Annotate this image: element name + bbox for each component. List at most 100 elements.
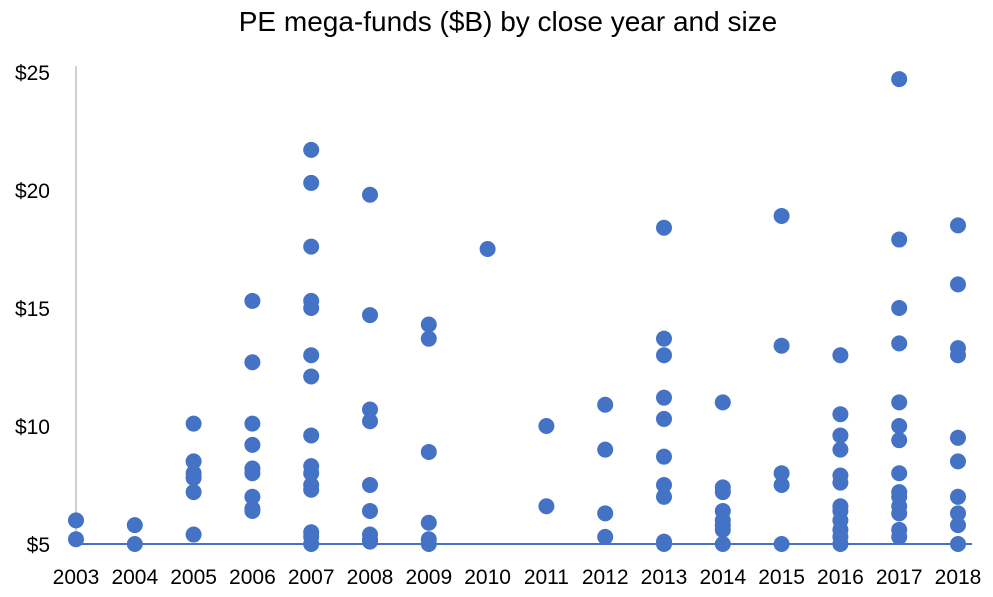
y-tick-label: $10 [15, 416, 50, 439]
data-point [126, 536, 143, 552]
y-tick-label: $25 [15, 62, 50, 85]
data-point [244, 292, 261, 309]
data-points [68, 71, 966, 552]
data-point [832, 347, 849, 364]
data-point [185, 526, 202, 543]
data-point [714, 394, 731, 411]
data-point [950, 347, 966, 364]
data-point [303, 427, 320, 444]
data-point [303, 368, 320, 385]
data-point [597, 441, 614, 458]
x-tick-label: 2011 [524, 566, 569, 589]
data-point [656, 219, 672, 236]
y-tick-label: $20 [15, 180, 50, 203]
data-point [773, 337, 790, 354]
data-point [185, 453, 202, 470]
data-point [950, 517, 966, 534]
data-point [244, 354, 261, 371]
x-tick-label: 2005 [170, 566, 217, 589]
data-point [656, 389, 672, 406]
data-point [773, 465, 790, 482]
x-tick-label: 2017 [876, 566, 923, 589]
data-point [362, 186, 378, 203]
x-tick-label: 2014 [699, 566, 746, 589]
x-tick-label: 2003 [53, 566, 100, 589]
x-axis-tick-labels: 2003 2004 2005 2006 2007 2008 2009 2010 2011 2012… [53, 566, 982, 589]
data-point [773, 536, 790, 552]
data-point [420, 514, 437, 531]
x-tick-label: 2013 [641, 566, 688, 589]
data-point [244, 488, 261, 505]
data-point [891, 394, 908, 411]
data-point [714, 536, 731, 552]
data-point [479, 241, 496, 257]
data-point [244, 465, 261, 482]
data-point [362, 502, 378, 519]
x-tick-label: 2004 [111, 566, 158, 589]
data-point [303, 465, 320, 482]
data-point [303, 481, 320, 498]
data-point [597, 505, 614, 522]
data-point [244, 436, 261, 453]
data-point [891, 418, 908, 434]
data-point [656, 347, 672, 364]
data-point [832, 441, 849, 458]
data-point [891, 71, 908, 88]
data-point [362, 401, 378, 418]
data-point [303, 238, 320, 255]
data-point [420, 443, 437, 460]
x-tick-label: 2010 [464, 566, 511, 589]
data-point [656, 330, 672, 347]
data-point [950, 536, 966, 552]
data-point [714, 484, 731, 501]
y-tick-label: $5 [27, 534, 50, 557]
data-point [303, 174, 320, 191]
data-point [891, 335, 908, 352]
data-point [950, 505, 966, 522]
chart-title: PE mega-funds ($B) by close year and siz… [238, 6, 778, 37]
data-point [891, 432, 908, 449]
data-point [950, 429, 966, 446]
data-point [126, 517, 143, 534]
data-point [656, 536, 672, 552]
data-point [950, 217, 966, 234]
data-point [185, 484, 202, 501]
x-tick-label: 2016 [817, 566, 864, 589]
data-point [420, 330, 437, 347]
x-tick-label: 2006 [229, 566, 276, 589]
data-point [891, 231, 908, 248]
x-tick-label: 2008 [347, 566, 394, 589]
data-point [891, 300, 908, 316]
data-point [950, 488, 966, 505]
x-tick-label: 2007 [288, 566, 335, 589]
data-point [597, 396, 614, 413]
x-tick-label: 2012 [582, 566, 629, 589]
data-point [656, 410, 672, 427]
data-point [68, 512, 84, 529]
y-tick-label: $15 [15, 298, 50, 321]
data-point [656, 488, 672, 505]
data-point [185, 415, 202, 432]
data-point [773, 207, 790, 224]
data-point [303, 300, 320, 316]
data-point [891, 528, 908, 545]
data-point [185, 469, 202, 486]
data-point [891, 505, 908, 522]
data-point [362, 307, 378, 324]
data-point [597, 528, 614, 545]
data-point [362, 477, 378, 493]
data-point [773, 477, 790, 493]
data-point [832, 536, 849, 552]
data-point [420, 536, 437, 552]
data-point [538, 418, 555, 434]
y-axis-tick-labels: $5 $10 $15 $20 $25 [15, 62, 50, 557]
data-point [244, 415, 261, 432]
data-point [362, 413, 378, 430]
data-point [656, 477, 672, 493]
data-point [244, 502, 261, 519]
data-point [832, 474, 849, 491]
data-point [303, 347, 320, 364]
data-point [832, 427, 849, 444]
data-point [362, 533, 378, 550]
